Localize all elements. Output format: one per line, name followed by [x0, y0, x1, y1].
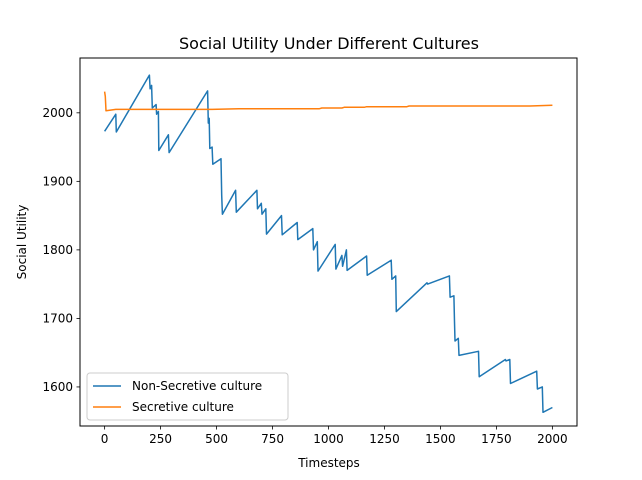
series-line-2	[103, 91, 553, 112]
x-tick-label: 250	[149, 432, 172, 446]
x-tick-label: 1000	[313, 432, 344, 446]
chart-title: Social Utility Under Different Cultures	[179, 34, 479, 53]
x-axis-label: Timesteps	[297, 456, 360, 470]
x-tick-label: 1750	[481, 432, 512, 446]
y-tick-label: 1600	[42, 380, 73, 394]
x-tick-label: 1250	[369, 432, 400, 446]
x-tick-label: 0	[101, 432, 109, 446]
y-tick-label: 1700	[42, 311, 73, 325]
legend: Non-Secretive culture Secretive culture	[86, 372, 289, 421]
y-axis-ticks: 1600 1700 1800 1900 2000	[42, 106, 80, 394]
series-layer	[103, 74, 553, 414]
x-tick-label: 500	[205, 432, 228, 446]
y-tick-label: 1900	[42, 174, 73, 188]
legend-label-1: Non-Secretive culture	[132, 379, 262, 393]
legend-label-2: Secretive culture	[132, 400, 234, 414]
y-axis-label: Social Utility	[15, 205, 29, 280]
series-line-1	[103, 74, 553, 414]
x-tick-label: 1500	[425, 432, 456, 446]
y-tick-label: 1800	[42, 243, 73, 257]
legend-box	[86, 372, 289, 421]
y-tick-label: 2000	[42, 106, 73, 120]
x-axis-ticks: 0 250 500 750 1000 1250 1500 1750 2000	[101, 426, 568, 446]
x-tick-label: 750	[261, 432, 284, 446]
x-tick-label: 2000	[537, 432, 568, 446]
